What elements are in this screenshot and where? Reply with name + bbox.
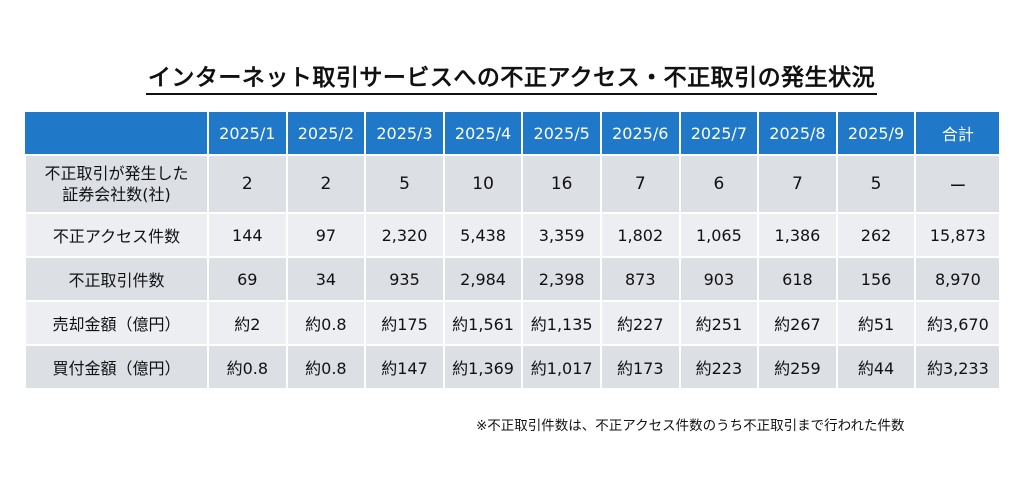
- table-cell: 935: [364, 256, 444, 301]
- header-blank: [25, 112, 208, 155]
- header-month: 2025/8: [757, 112, 837, 155]
- row-label: 不正取引件数: [24, 256, 208, 301]
- table-cell: 約2: [207, 300, 287, 345]
- table-cell: 1,802: [599, 212, 680, 257]
- table-cell: 約51: [835, 300, 916, 345]
- table-cell: 69: [207, 256, 287, 301]
- table-cell: 903: [678, 256, 759, 301]
- incident-table: 2025/1 2025/2 2025/3 2025/4 2025/5 2025/…: [24, 112, 1000, 388]
- header-month: 2025/3: [364, 112, 444, 155]
- table-cell: 約175: [364, 300, 444, 345]
- row-buy-amount: 買付金額（億円） 約0.8 約0.8 約147 約1,369 約1,017 約1…: [24, 344, 1000, 388]
- table-cell: 約227: [599, 300, 680, 345]
- row-unauthorized-trades: 不正取引件数 69 34 935 2,984 2,398 873 903 618…: [24, 256, 1000, 301]
- table-cell: 3,359: [521, 212, 601, 257]
- row-label: 買付金額（億円）: [24, 344, 208, 388]
- row-label-line2: 証券会社数(社): [62, 185, 171, 204]
- table-cell: 1,065: [678, 212, 759, 257]
- table-cell: 約1,135: [521, 300, 601, 345]
- row-label: 売却金額（億円）: [24, 300, 208, 345]
- table-cell: 約3,233: [914, 344, 1000, 388]
- row-label: 不正アクセス件数: [24, 212, 208, 257]
- table-cell: 7: [757, 154, 837, 213]
- table-cell: 約0.8: [285, 344, 366, 388]
- header-month: 2025/1: [207, 112, 287, 155]
- table-cell: 約147: [364, 344, 444, 388]
- table-cell: 約173: [599, 344, 680, 388]
- table-cell: 8,970: [914, 256, 1000, 301]
- table-cell: 15,873: [914, 212, 1000, 257]
- table-cell: 約1,369: [442, 344, 523, 388]
- row-sell-amount: 売却金額（億円） 約2 約0.8 約175 約1,561 約1,135 約227…: [24, 300, 1000, 345]
- header-month: 2025/2: [285, 112, 366, 155]
- table-cell: 約251: [678, 300, 759, 345]
- row-unauthorized-access: 不正アクセス件数 144 97 2,320 5,438 3,359 1,802 …: [24, 212, 1000, 257]
- table-cell: 2,398: [521, 256, 601, 301]
- page-title: インターネット取引サービスへの不正アクセス・不正取引の発生状況: [0, 58, 1023, 95]
- table-cell: 156: [835, 256, 916, 301]
- header-row: 2025/1 2025/2 2025/3 2025/4 2025/5 2025/…: [25, 112, 1000, 155]
- table-cell: 1,386: [757, 212, 837, 257]
- table-cell: 約1,017: [521, 344, 601, 388]
- table-cell: 5: [835, 154, 916, 213]
- header-month: 2025/4: [442, 112, 523, 155]
- table-cell: 262: [835, 212, 916, 257]
- table-cell: ー: [914, 154, 1000, 213]
- row-label: 不正取引が発生した 証券会社数(社): [24, 154, 208, 213]
- header-month: 2025/9: [835, 112, 916, 155]
- table-cell: 10: [442, 154, 523, 213]
- row-companies: 不正取引が発生した 証券会社数(社) 2 2 5 10 16 7 6 7 5 ー: [24, 154, 1000, 213]
- table-cell: 約267: [757, 300, 837, 345]
- table-cell: 約259: [757, 344, 837, 388]
- footnote: ※不正取引件数は、不正アクセス件数のうち不正取引まで行われた件数: [476, 418, 905, 434]
- table-cell: 16: [521, 154, 601, 213]
- table-cell: 144: [207, 212, 287, 257]
- header-month: 2025/5: [521, 112, 601, 155]
- table-cell: 5: [364, 154, 444, 213]
- table-cell: 97: [285, 212, 366, 257]
- table-cell: 618: [757, 256, 837, 301]
- table-cell: 5,438: [442, 212, 523, 257]
- table-cell: 約223: [678, 344, 759, 388]
- row-label-line1: 不正取引が発生した: [44, 164, 189, 183]
- table-cell: 7: [599, 154, 680, 213]
- table-cell: 約1,561: [442, 300, 523, 345]
- table-cell: 2,984: [442, 256, 523, 301]
- table-cell: 2: [207, 154, 287, 213]
- header-total: 合計: [914, 112, 1000, 155]
- table-cell: 約0.8: [207, 344, 287, 388]
- table-cell: 6: [678, 154, 759, 213]
- table-cell: 873: [599, 256, 680, 301]
- table-cell: 2: [285, 154, 366, 213]
- header-month: 2025/7: [678, 112, 759, 155]
- table-cell: 34: [285, 256, 366, 301]
- table-cell: 約0.8: [285, 300, 366, 345]
- table-cell: 約44: [835, 344, 916, 388]
- table-cell: 約3,670: [914, 300, 1000, 345]
- table-cell: 2,320: [364, 212, 444, 257]
- header-month: 2025/6: [599, 112, 680, 155]
